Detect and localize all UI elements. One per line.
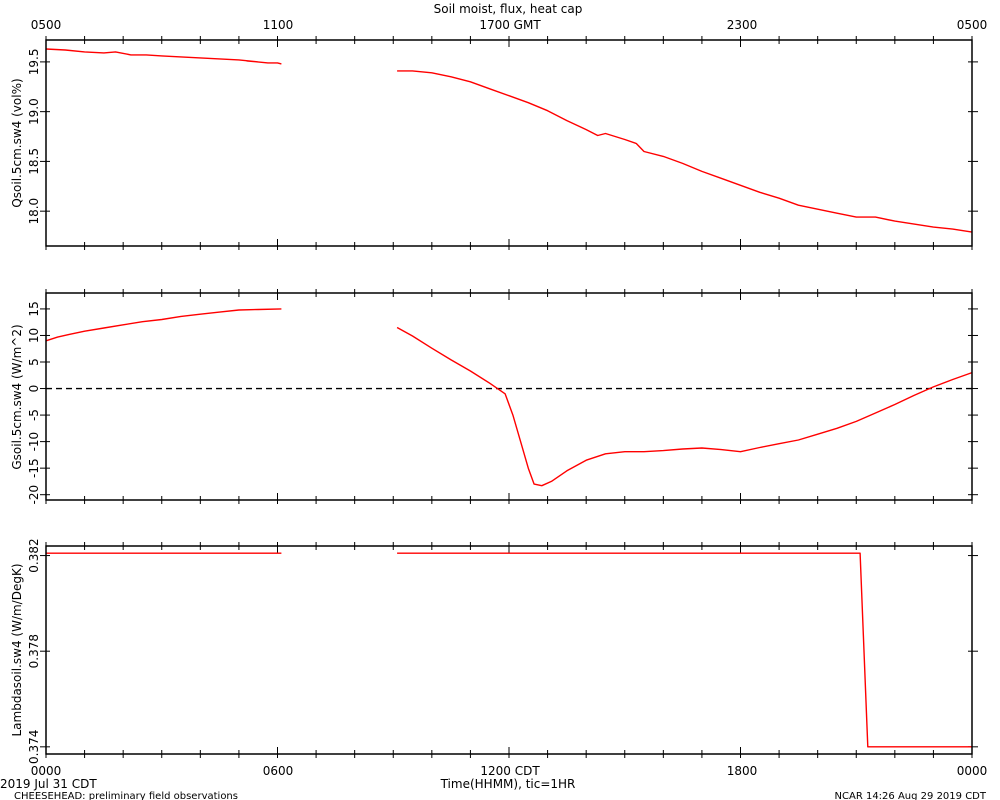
- x-axis-title: Time(HHMM), tic=1HR: [440, 777, 576, 791]
- y-tick-label: 19.5: [27, 49, 41, 76]
- date-label: 2019 Jul 31 CDT: [0, 777, 97, 791]
- top-tick-label: 2300: [727, 18, 758, 32]
- ylabel-soil-heat-flux: Gsoil.5cm.sw4 (W/m^2): [10, 324, 24, 469]
- top-tick-label: 0500: [957, 18, 988, 32]
- y-tick-label: 5: [27, 358, 41, 366]
- chart-title: Soil moist, flux, heat cap: [434, 2, 583, 16]
- bottom-tick-label: 1200 CDT: [480, 764, 540, 778]
- y-tick-label: 15: [27, 301, 41, 316]
- bottom-tick-label: 0000: [957, 764, 988, 778]
- panel-soil-moisture: Qsoil.5cm.sw4 (vol%) 18.0 18.5 19.0 19.5: [10, 36, 978, 250]
- y-tick-label: 10: [27, 328, 41, 343]
- y-tick-label: 18.5: [27, 148, 41, 175]
- top-tick-label: 1700 GMT: [479, 18, 541, 32]
- top-axis-labels: 0500 1100 1700 GMT 2300 0500: [31, 18, 988, 32]
- y-tick-label: 0: [27, 385, 41, 393]
- series-line: [397, 70, 973, 233]
- plot-frame: [45, 292, 973, 501]
- series-line: [45, 48, 282, 65]
- series-line: [45, 308, 282, 342]
- y-tick-label: -5: [27, 409, 41, 421]
- y-tick-label: 0.382: [27, 538, 41, 572]
- y-tick-label: 19.0: [27, 98, 41, 125]
- bottom-axis-labels: 0000 0600 1200 CDT 1800 0000: [31, 764, 988, 778]
- plot-frame: [45, 545, 973, 755]
- plot-frame: [45, 39, 973, 247]
- y-tick-label: -15: [27, 458, 41, 478]
- series-line: [397, 552, 972, 748]
- y-tick-label: 18.0: [27, 198, 41, 225]
- ylabel-thermal-conductivity: Lambdasoil.sw4 (W/m/DegK): [10, 563, 24, 736]
- y-tick-label: 0.378: [27, 634, 41, 668]
- footer-left: CHEESEHEAD: preliminary field observatio…: [14, 791, 238, 800]
- panel-soil-heat-flux: Gsoil.5cm.sw4 (W/m^2) -20 -15 -10 -5 0 5 10 15: [10, 289, 978, 504]
- series-line: [396, 326, 973, 487]
- top-tick-label: 1100: [263, 18, 294, 32]
- y-tick-label: -10: [27, 432, 41, 452]
- panel-thermal-conductivity: Lambdasoil.sw4 (W/m/DegK) 0.374 0.378 0.38…: [10, 538, 978, 764]
- bottom-tick-label: 0600: [263, 764, 294, 778]
- bottom-tick-label: 0000: [31, 764, 62, 778]
- ylabel-soil-moisture: Qsoil.5cm.sw4 (vol%): [10, 78, 24, 207]
- y-tick-label: 0.374: [27, 730, 41, 764]
- bottom-tick-label: 1800: [727, 764, 758, 778]
- y-tick-label: -20: [27, 485, 41, 505]
- footer-right: NCAR 14:26 Aug 29 2019 CDT: [835, 791, 987, 800]
- top-tick-label: 0500: [31, 18, 62, 32]
